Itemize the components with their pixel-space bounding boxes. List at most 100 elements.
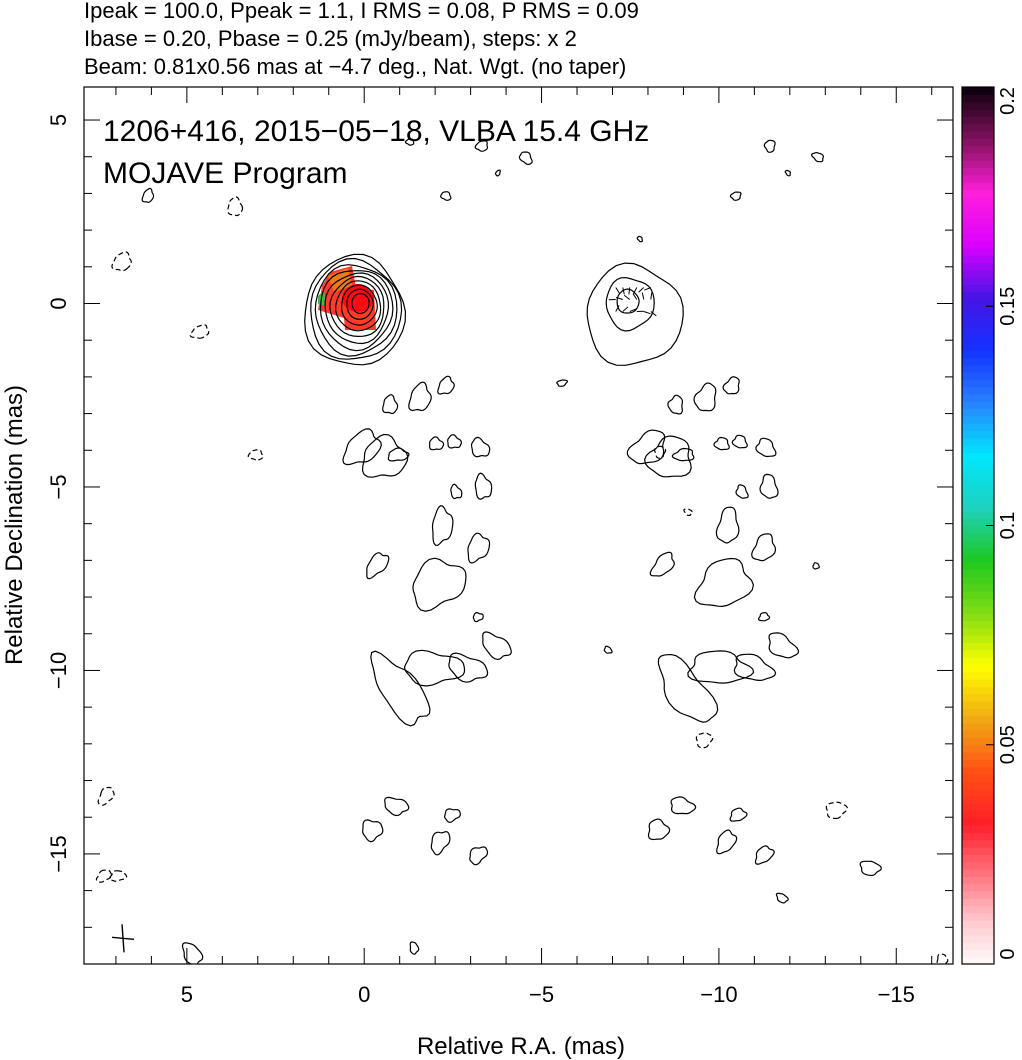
chart-subtitle: MOJAVE Program	[103, 157, 348, 190]
colorbar-segment	[962, 657, 994, 665]
noise-contour	[447, 434, 463, 449]
x-axis-label: Relative R.A. (mas)	[417, 1033, 625, 1060]
colorbar-segment	[962, 744, 994, 753]
noise-contour	[342, 428, 382, 466]
negative-contour	[111, 251, 132, 272]
colorbar-segment	[962, 269, 994, 278]
noise-contour	[768, 632, 800, 659]
pol-vector	[628, 287, 631, 295]
colorbar-segment	[962, 247, 994, 256]
colorbar-segment	[962, 613, 994, 622]
pol-vector	[615, 287, 620, 294]
noise-contour	[758, 611, 771, 622]
colorbar-segment	[962, 949, 994, 958]
colorbar-segment	[962, 525, 994, 534]
pol-contour	[616, 288, 640, 314]
header-line-1: Ipeak = 100.0, Ppeak = 1.1, I RMS = 0.08…	[84, 0, 639, 23]
colorbar-segment	[962, 496, 994, 505]
pol-vector	[632, 293, 638, 300]
colorbar-segment	[962, 825, 994, 834]
colorbar-segment	[962, 130, 994, 139]
colorbar-segment	[962, 722, 994, 731]
colorbar-segment	[962, 430, 994, 439]
colorbar-segment	[962, 306, 994, 315]
noise-contour	[649, 551, 675, 577]
colorbar-segment	[962, 956, 994, 965]
noise-contour	[494, 169, 501, 177]
x-tick-label: −5	[529, 982, 554, 1007]
colorbar-segment	[962, 620, 994, 629]
noise-contour	[715, 506, 740, 544]
noise-contour	[467, 532, 491, 564]
header-block: Ipeak = 100.0, Ppeak = 1.1, I RMS = 0.08…	[84, 0, 639, 79]
pol-vector	[633, 287, 638, 294]
noise-contour	[366, 552, 390, 580]
y-tick-label: −10	[46, 652, 71, 689]
noise-contour	[670, 796, 697, 815]
core-contour	[335, 280, 382, 332]
noise-contour	[647, 818, 671, 841]
colorbar-segment	[962, 94, 994, 103]
colorbar-segment	[962, 649, 994, 658]
colorbar-tick-label: 0	[997, 948, 1019, 959]
colorbar-segment	[962, 116, 994, 125]
noise-contour	[440, 191, 452, 201]
negative-contour	[227, 196, 244, 217]
colorbar-segment	[962, 481, 994, 490]
noise-contour	[671, 447, 695, 462]
noise-contour	[643, 435, 692, 478]
colorbar-segment	[962, 876, 994, 885]
colorbar-segment	[962, 284, 994, 293]
noise-contour	[754, 845, 775, 865]
noise-contour	[731, 434, 748, 449]
noise-contour	[361, 433, 409, 478]
noise-contour	[810, 151, 824, 163]
colorbar-segment	[962, 861, 994, 870]
noise-contour	[448, 652, 489, 683]
colorbar-segment	[962, 255, 994, 263]
x-tick-label: −15	[878, 982, 915, 1007]
plot-frame	[83, 86, 954, 965]
noise-contour	[859, 860, 882, 876]
noise-contour	[474, 472, 493, 500]
pol-vector	[622, 287, 625, 295]
noise-contour	[472, 611, 484, 623]
colorbar-segment	[962, 182, 994, 190]
noise-contour	[729, 191, 742, 201]
core-contour	[329, 275, 385, 338]
colorbar-segment	[962, 905, 994, 914]
colorbar-segment	[962, 693, 994, 702]
colorbar-segment	[962, 298, 994, 307]
colorbar-segment	[962, 686, 994, 695]
colorbar-segment	[962, 320, 994, 329]
noise-contour	[450, 483, 463, 500]
colorbar-segment	[962, 379, 994, 388]
colorbar-segment	[962, 832, 994, 841]
noise-contour	[430, 830, 451, 856]
colorbar-segment	[962, 503, 994, 512]
core-contour	[340, 284, 378, 326]
noise-contour	[763, 139, 776, 153]
colorbar-segment	[962, 942, 994, 950]
colorbar-segment	[962, 847, 994, 855]
noise-contour	[693, 557, 755, 608]
pol-vector	[650, 311, 657, 317]
colorbar-segment	[962, 839, 994, 848]
colorbar-segment	[962, 576, 994, 585]
colorbar-segment	[962, 211, 994, 220]
noise-contour	[403, 649, 466, 687]
colorbar-segment	[962, 313, 994, 322]
colorbar-segment	[962, 678, 994, 687]
noise-contour	[556, 379, 569, 387]
pol-vector	[644, 287, 651, 291]
colorbar-segment	[962, 912, 994, 921]
colorbar-segment	[962, 364, 994, 373]
negative-contour	[247, 449, 264, 461]
negative-contour	[683, 508, 693, 517]
colorbar-tick-label: 0.05	[997, 725, 1019, 764]
noise-contour	[713, 436, 730, 451]
colorbar-segment	[962, 401, 994, 410]
colorbar-segment	[962, 467, 994, 475]
colorbar-segment	[962, 357, 994, 366]
negative-contour	[97, 786, 115, 806]
